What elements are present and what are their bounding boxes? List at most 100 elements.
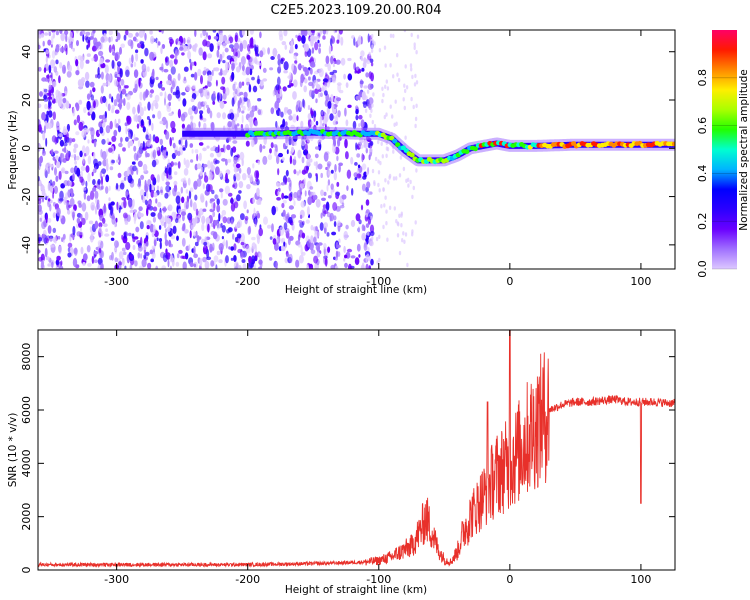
noise-blob (347, 104, 352, 109)
noise-blob (329, 215, 332, 222)
x-tick-label: 0 (506, 573, 513, 586)
noise-blob (314, 153, 319, 159)
noise-blob (146, 191, 149, 199)
noise-blob (76, 40, 79, 47)
noise-blob (175, 195, 181, 204)
noise-blob (84, 71, 90, 81)
noise-blob (73, 143, 79, 149)
colorbar-tick-label: 0.2 (696, 212, 709, 230)
noise-blob (63, 196, 67, 205)
noise-blob (169, 54, 175, 59)
noise-blob (338, 164, 341, 173)
noise-blob (82, 34, 85, 42)
doppler-trace-peak (671, 141, 675, 147)
noise-blob (128, 57, 132, 65)
noise-blob (294, 44, 298, 50)
noise-blob (350, 255, 356, 259)
noise-blob (198, 142, 204, 146)
noise-blob (86, 245, 91, 253)
noise-blob (119, 104, 122, 111)
noise-blob (142, 243, 147, 251)
noise-blob (186, 36, 191, 46)
noise-blob (156, 237, 159, 241)
noise-blob (173, 180, 178, 186)
noise-blob (323, 243, 327, 249)
noise-blob (307, 239, 312, 248)
noise-blob (382, 187, 385, 192)
noise-blob (132, 36, 137, 42)
noise-blob (241, 70, 247, 76)
noise-blob (45, 214, 48, 224)
noise-blob (133, 209, 137, 213)
noise-blob (202, 51, 207, 61)
noise-blob (127, 198, 133, 208)
noise-blob (297, 149, 302, 159)
noise-blob (385, 112, 388, 117)
noise-blob (286, 149, 289, 155)
y-tick-label: 8000 (20, 343, 33, 371)
noise-blob (384, 63, 387, 68)
noise-blob (125, 241, 131, 251)
noise-blob (119, 68, 123, 78)
noise-blob (403, 83, 406, 88)
noise-blob (123, 235, 127, 239)
noise-blob (369, 230, 375, 237)
noise-blob (228, 246, 231, 250)
noise-blob (125, 69, 130, 78)
noise-blob (68, 138, 72, 146)
noise-blob (220, 192, 223, 199)
noise-blob (113, 129, 118, 137)
noise-blob (280, 238, 284, 244)
noise-blob (104, 64, 109, 74)
noise-blob (150, 35, 155, 45)
noise-blob (165, 57, 168, 63)
noise-blob (181, 196, 185, 204)
noise-blob (123, 34, 127, 41)
noise-blob (225, 172, 228, 182)
noise-blob (327, 100, 332, 109)
noise-blob (373, 180, 376, 185)
noise-blob (40, 33, 45, 38)
noise-blob (396, 221, 399, 226)
noise-blob (164, 192, 169, 199)
noise-blob (292, 113, 297, 123)
noise-blob (325, 166, 328, 171)
noise-blob (127, 232, 132, 237)
noise-blob (392, 74, 395, 79)
doppler-trace-peak (392, 138, 398, 144)
noise-blob (293, 191, 298, 199)
noise-blob (169, 38, 174, 45)
noise-blob (236, 123, 240, 127)
noise-blob (396, 53, 399, 58)
noise-blob (345, 119, 349, 127)
noise-blob (81, 202, 87, 212)
noise-blob (380, 141, 383, 146)
noise-blob (155, 147, 160, 151)
noise-blob (369, 240, 374, 247)
noise-blob (193, 253, 199, 259)
noise-blob (45, 237, 49, 244)
noise-blob (318, 47, 321, 54)
noise-blob (227, 158, 232, 163)
noise-blob (213, 194, 219, 200)
noise-blob (395, 121, 398, 127)
noise-blob (190, 98, 195, 103)
noise-blob (58, 133, 63, 138)
noise-blob (151, 252, 156, 259)
noise-blob (191, 105, 196, 112)
noise-blob (308, 81, 314, 87)
noise-blob (220, 222, 223, 228)
noise-blob (198, 47, 203, 56)
noise-blob (104, 233, 110, 237)
noise-blob (317, 39, 320, 44)
noise-blob (233, 261, 239, 269)
noise-blob (100, 230, 104, 237)
noise-blob (161, 172, 165, 182)
noise-blob (79, 231, 83, 236)
noise-blob (113, 99, 118, 107)
noise-blob (92, 87, 96, 93)
noise-blob (127, 167, 130, 177)
spectrogram-noise (38, 30, 420, 269)
